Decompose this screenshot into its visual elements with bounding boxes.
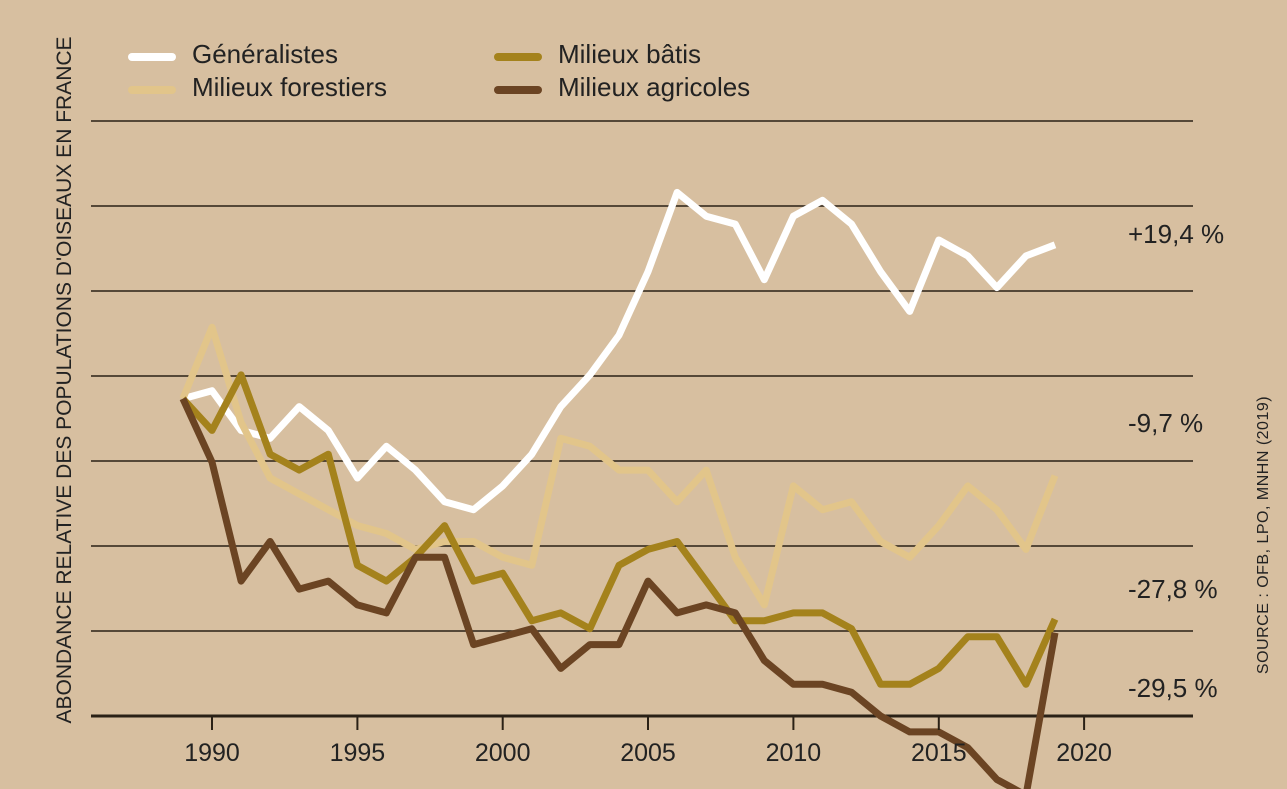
series-line-milieux-agricoles bbox=[179, 397, 1059, 789]
source-label: SOURCE : OFB, LPO, MNHN (2019) bbox=[1255, 396, 1272, 674]
series-line-milieux-batis bbox=[180, 371, 1059, 688]
legend-label-milieux-batis: Milieux bâtis bbox=[558, 39, 701, 69]
x-tick-label: 2015 bbox=[911, 739, 967, 767]
legend-label-generalistes: Généralistes bbox=[192, 39, 338, 69]
x-tick-label: 2000 bbox=[475, 739, 531, 767]
series-line-generalistes bbox=[181, 188, 1057, 514]
x-tick-label: 2005 bbox=[620, 739, 676, 767]
x-axis-ticks: 1990 1995 2000 2005 2010 2015 2020 bbox=[184, 716, 1112, 767]
end-labels: +19,4 % -9,7 % -27,8 % -29,5 % bbox=[1128, 219, 1224, 703]
legend: Généralistes Milieux forestiers Milieux … bbox=[128, 39, 750, 102]
x-tick-label: 2020 bbox=[1056, 739, 1112, 767]
x-tick-label: 1990 bbox=[184, 739, 240, 767]
legend-label-milieux-forestiers: Milieux forestiers bbox=[192, 72, 387, 102]
legend-item-milieux-forestiers: Milieux forestiers bbox=[128, 72, 387, 102]
series-line-milieux-forestiers bbox=[179, 323, 1059, 609]
legend-label-milieux-agricoles: Milieux agricoles bbox=[558, 72, 750, 102]
end-label-milieux-agricoles: -29,5 % bbox=[1128, 673, 1218, 703]
legend-item-milieux-agricoles: Milieux agricoles bbox=[494, 72, 750, 102]
x-tick-label: 2010 bbox=[766, 739, 822, 767]
legend-item-generalistes: Généralistes bbox=[128, 39, 338, 69]
end-label-milieux-batis: -27,8 % bbox=[1128, 574, 1218, 604]
legend-item-milieux-batis: Milieux bâtis bbox=[494, 39, 701, 69]
end-label-milieux-forestiers: -9,7 % bbox=[1128, 408, 1203, 438]
x-tick-label: 1995 bbox=[330, 739, 386, 767]
series-lines bbox=[179, 188, 1059, 789]
end-label-generalistes: +19,4 % bbox=[1128, 219, 1224, 249]
y-axis-label: ABONDANCE RELATIVE DES POPULATIONS D'OIS… bbox=[53, 36, 76, 723]
